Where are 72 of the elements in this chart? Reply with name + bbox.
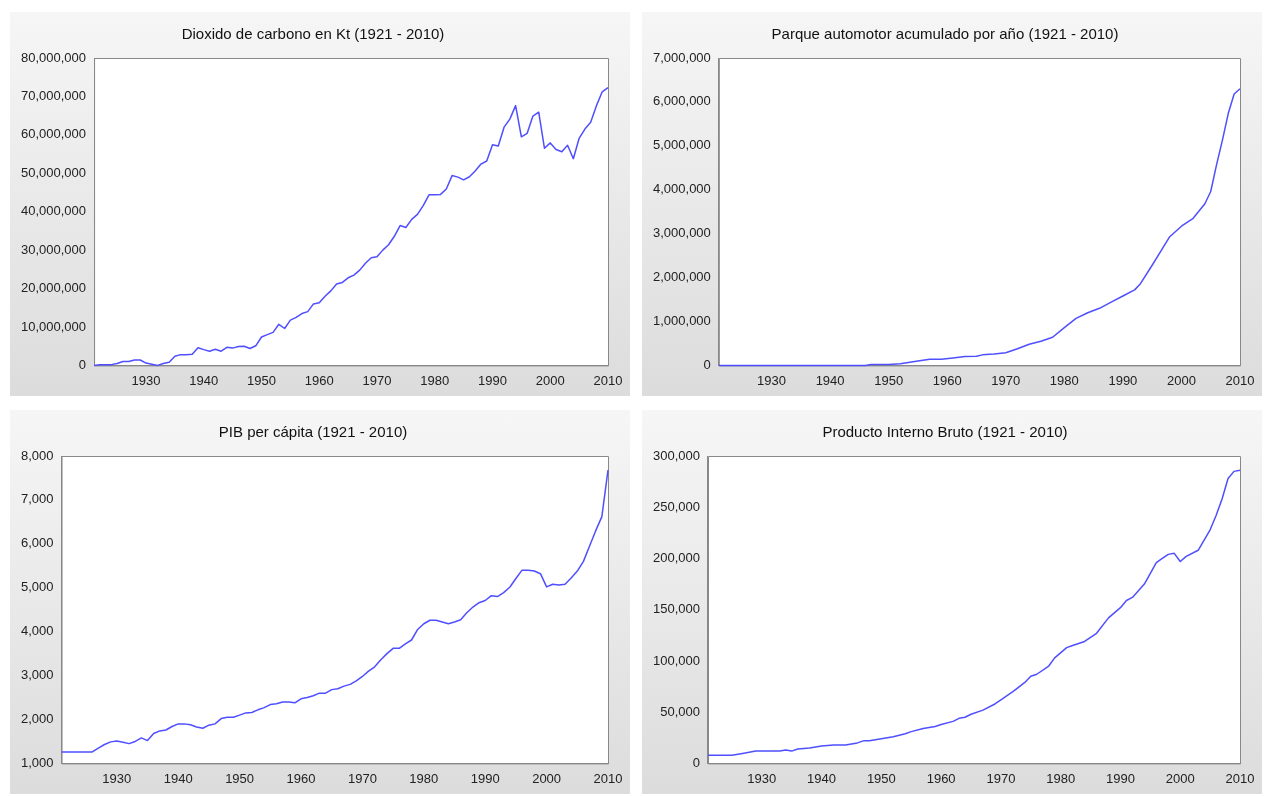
y-tick-label: 2,000,000 — [652, 269, 711, 285]
x-tick-label: 1990 — [1108, 372, 1138, 388]
x-tick-label: 1980 — [1046, 770, 1076, 786]
y-tick-label: 0 — [78, 356, 87, 372]
x-tick-label: 2010 — [593, 770, 623, 786]
x-tick-label: 1960 — [286, 770, 316, 786]
y-tick-label: 70,000,000 — [20, 88, 87, 103]
x-tick-label: 1970 — [991, 372, 1021, 388]
y-tick-label: 6,000,000 — [652, 93, 711, 109]
x-tick-label: 1990 — [1105, 770, 1135, 786]
x-tick-label: 1960 — [304, 372, 334, 388]
x-tick-label: 1970 — [986, 770, 1016, 786]
x-tick-label: 2000 — [1165, 770, 1195, 786]
y-tick-label: 60,000,000 — [20, 126, 87, 142]
x-tick-label: 1930 — [757, 372, 786, 388]
y-tick-label: 0 — [692, 754, 700, 770]
x-tick-label: 1980 — [420, 372, 450, 388]
y-tick-label: 7,000,000 — [652, 49, 711, 65]
x-tick-label: 1930 — [102, 770, 132, 786]
x-tick-label: 2010 — [1225, 770, 1255, 786]
x-tick-label: 1970 — [347, 770, 377, 786]
x-tick-label: 1980 — [1049, 372, 1079, 388]
y-tick-label: 50,000,000 — [20, 164, 87, 180]
x-tick-label: 1940 — [189, 372, 219, 388]
y-tick-label: 5,000 — [20, 579, 54, 595]
y-tick-label: 200,000 — [652, 550, 700, 566]
x-tick-label: 2000 — [1166, 372, 1196, 388]
y-tick-label: 150,000 — [652, 601, 700, 617]
x-tick-label: 1950 — [247, 372, 276, 388]
y-tick-label: 250,000 — [652, 498, 700, 514]
x-tick-label: 1950 — [225, 770, 255, 786]
y-tick-label: 3,000,000 — [652, 225, 711, 241]
y-tick-label: 40,000,000 — [20, 203, 87, 219]
x-tick-label: 1950 — [866, 770, 896, 786]
x-tick-label: 1940 — [163, 770, 193, 786]
x-tick-label: 1960 — [932, 372, 962, 388]
y-tick-label: 30,000,000 — [20, 241, 87, 257]
x-tick-label: 2010 — [1225, 372, 1255, 388]
y-tick-label: 1,000,000 — [652, 313, 711, 329]
y-tick-label: 300,000 — [652, 447, 700, 463]
y-tick-label: 5,000,000 — [652, 137, 711, 153]
y-tick-label: 2,000 — [20, 711, 54, 727]
y-tick-label: 100,000 — [652, 652, 700, 668]
x-tick-label: 1940 — [815, 372, 845, 388]
chart-title: Dioxido de carbono en Kt (1921 - 2010) — [181, 25, 445, 43]
y-tick-label: 1,000 — [20, 754, 54, 770]
y-tick-label: 4,000 — [20, 623, 54, 639]
y-tick-label: 10,000,000 — [20, 318, 87, 334]
chart-title: Parque automotor acumulado por año (1921 - 2010) — [771, 25, 1119, 43]
x-tick-label: 1930 — [747, 770, 777, 786]
x-tick-label: 2000 — [532, 770, 562, 786]
y-tick-label: 50,000 — [660, 703, 700, 719]
y-tick-label: 4,000,000 — [652, 181, 711, 197]
x-tick-label: 1990 — [478, 372, 507, 388]
y-tick-label: 8,000 — [20, 447, 54, 463]
y-tick-label: 3,000 — [20, 667, 54, 683]
y-tick-label: 0 — [703, 356, 711, 372]
x-tick-label: 1990 — [470, 770, 500, 786]
x-tick-label: 1930 — [131, 372, 161, 388]
x-tick-label: 2010 — [593, 372, 623, 388]
y-tick-label: 7,000 — [20, 491, 54, 507]
y-tick-label: 80,000,000 — [20, 49, 87, 65]
x-tick-label: 1950 — [874, 372, 904, 388]
chart-title: Producto Interno Bruto (1921 - 2010) — [822, 423, 1068, 441]
x-tick-label: 1940 — [807, 770, 837, 786]
y-tick-label: 6,000 — [20, 535, 54, 551]
y-tick-label: 20,000,000 — [20, 280, 87, 296]
x-tick-label: 1980 — [409, 770, 439, 786]
x-tick-label: 1970 — [362, 372, 392, 388]
chart-title: PIB per cápita (1921 - 2010) — [218, 423, 408, 441]
x-tick-label: 1960 — [926, 770, 956, 786]
x-tick-label: 2000 — [535, 372, 565, 388]
